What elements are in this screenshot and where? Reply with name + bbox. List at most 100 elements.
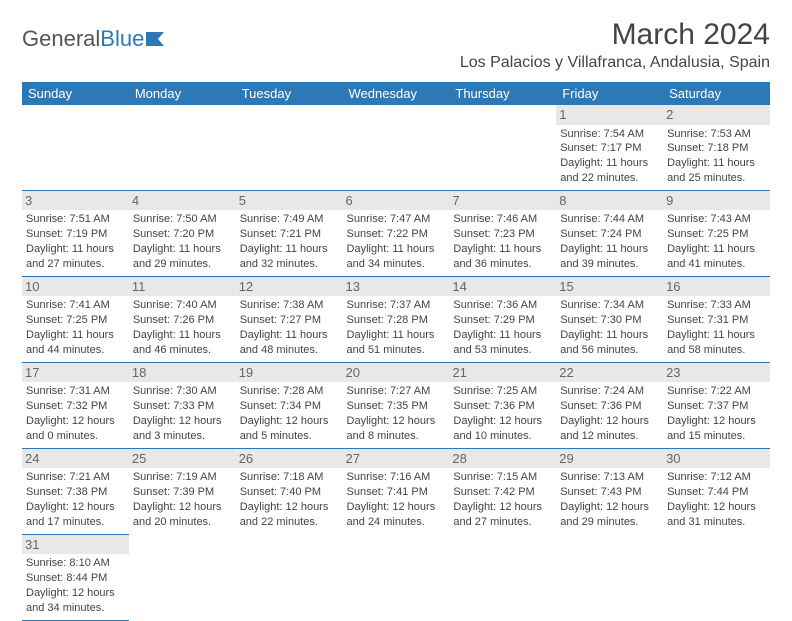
daylight-text: and 58 minutes. [667,343,766,358]
daylight-text: Daylight: 11 hours [347,242,446,257]
calendar-day-cell: 18Sunrise: 7:30 AMSunset: 7:33 PMDayligh… [129,362,236,448]
calendar-day-cell: 3Sunrise: 7:51 AMSunset: 7:19 PMDaylight… [22,190,129,276]
sunset-text: Sunset: 7:38 PM [26,485,125,500]
sunrise-text: Sunrise: 7:49 AM [240,212,339,227]
sunset-text: Sunset: 7:21 PM [240,227,339,242]
daylight-text: Daylight: 11 hours [26,328,125,343]
sunrise-text: Sunrise: 7:38 AM [240,298,339,313]
daylight-text: Daylight: 11 hours [560,242,659,257]
day-number: 7 [449,191,556,211]
sunset-text: Sunset: 7:41 PM [347,485,446,500]
sunset-text: Sunset: 7:35 PM [347,399,446,414]
sunset-text: Sunset: 7:28 PM [347,313,446,328]
day-number: 2 [663,105,770,125]
daylight-text: and 20 minutes. [133,515,232,530]
daylight-text: and 46 minutes. [133,343,232,358]
day-number: 3 [22,191,129,211]
calendar-day-cell [343,534,450,620]
calendar-week-row: 31Sunrise: 8:10 AMSunset: 8:44 PMDayligh… [22,534,770,620]
daylight-text: Daylight: 11 hours [133,242,232,257]
sunrise-text: Sunrise: 7:40 AM [133,298,232,313]
calendar-day-cell [449,534,556,620]
day-number: 18 [129,363,236,383]
sunset-text: Sunset: 7:17 PM [560,141,659,156]
day-number: 22 [556,363,663,383]
daylight-text: Daylight: 11 hours [133,328,232,343]
calendar-day-cell [449,105,556,190]
daylight-text: and 27 minutes. [26,257,125,272]
calendar-day-cell: 24Sunrise: 7:21 AMSunset: 7:38 PMDayligh… [22,448,129,534]
sunset-text: Sunset: 7:33 PM [133,399,232,414]
sunrise-text: Sunrise: 7:33 AM [667,298,766,313]
day-number: 27 [343,449,450,469]
weekday-header: Friday [556,82,663,105]
daylight-text: and 41 minutes. [667,257,766,272]
calendar-week-row: 1Sunrise: 7:54 AMSunset: 7:17 PMDaylight… [22,105,770,190]
day-number: 14 [449,277,556,297]
sunrise-text: Sunrise: 7:31 AM [26,384,125,399]
daylight-text: Daylight: 11 hours [560,328,659,343]
sunset-text: Sunset: 7:19 PM [26,227,125,242]
sunrise-text: Sunrise: 7:13 AM [560,470,659,485]
sunset-text: Sunset: 7:22 PM [347,227,446,242]
title-block: March 2024 Los Palacios y Villafranca, A… [460,18,770,76]
day-number: 5 [236,191,343,211]
sunrise-text: Sunrise: 7:24 AM [560,384,659,399]
calendar-day-cell: 30Sunrise: 7:12 AMSunset: 7:44 PMDayligh… [663,448,770,534]
calendar-day-cell: 22Sunrise: 7:24 AMSunset: 7:36 PMDayligh… [556,362,663,448]
sunrise-text: Sunrise: 7:16 AM [347,470,446,485]
sunset-text: Sunset: 7:37 PM [667,399,766,414]
daylight-text: Daylight: 11 hours [667,156,766,171]
daylight-text: Daylight: 12 hours [560,414,659,429]
sunrise-text: Sunrise: 7:43 AM [667,212,766,227]
sunrise-text: Sunrise: 7:12 AM [667,470,766,485]
daylight-text: and 27 minutes. [453,515,552,530]
daylight-text: and 31 minutes. [667,515,766,530]
sunset-text: Sunset: 7:20 PM [133,227,232,242]
daylight-text: and 51 minutes. [347,343,446,358]
calendar-day-cell: 19Sunrise: 7:28 AMSunset: 7:34 PMDayligh… [236,362,343,448]
weekday-header: Tuesday [236,82,343,105]
sunrise-text: Sunrise: 7:44 AM [560,212,659,227]
day-number: 24 [22,449,129,469]
daylight-text: and 48 minutes. [240,343,339,358]
calendar-day-cell: 5Sunrise: 7:49 AMSunset: 7:21 PMDaylight… [236,190,343,276]
sunset-text: Sunset: 7:32 PM [26,399,125,414]
daylight-text: Daylight: 11 hours [560,156,659,171]
location: Los Palacios y Villafranca, Andalusia, S… [460,54,770,72]
calendar-day-cell: 6Sunrise: 7:47 AMSunset: 7:22 PMDaylight… [343,190,450,276]
header: GeneralBlue March 2024 Los Palacios y Vi… [22,18,770,76]
day-number: 13 [343,277,450,297]
daylight-text: Daylight: 12 hours [347,414,446,429]
daylight-text: Daylight: 11 hours [240,242,339,257]
calendar-day-cell [556,534,663,620]
calendar-day-cell: 20Sunrise: 7:27 AMSunset: 7:35 PMDayligh… [343,362,450,448]
calendar-day-cell [236,105,343,190]
daylight-text: and 24 minutes. [347,515,446,530]
weekday-header: Wednesday [343,82,450,105]
sunrise-text: Sunrise: 7:19 AM [133,470,232,485]
day-number: 25 [129,449,236,469]
sunrise-text: Sunrise: 7:37 AM [347,298,446,313]
calendar-day-cell: 4Sunrise: 7:50 AMSunset: 7:20 PMDaylight… [129,190,236,276]
daylight-text: and 0 minutes. [26,429,125,444]
day-number: 1 [556,105,663,125]
daylight-text: Daylight: 12 hours [453,414,552,429]
sunrise-text: Sunrise: 7:18 AM [240,470,339,485]
daylight-text: and 56 minutes. [560,343,659,358]
daylight-text: and 29 minutes. [560,515,659,530]
calendar-day-cell: 29Sunrise: 7:13 AMSunset: 7:43 PMDayligh… [556,448,663,534]
daylight-text: and 22 minutes. [560,171,659,186]
sunrise-text: Sunrise: 7:53 AM [667,127,766,142]
daylight-text: and 17 minutes. [26,515,125,530]
daylight-text: Daylight: 11 hours [26,242,125,257]
daylight-text: Daylight: 12 hours [26,414,125,429]
sunrise-text: Sunrise: 7:27 AM [347,384,446,399]
day-number: 21 [449,363,556,383]
sunset-text: Sunset: 7:44 PM [667,485,766,500]
calendar-day-cell [663,534,770,620]
daylight-text: Daylight: 11 hours [667,242,766,257]
daylight-text: and 15 minutes. [667,429,766,444]
calendar-day-cell [236,534,343,620]
sunset-text: Sunset: 7:18 PM [667,141,766,156]
